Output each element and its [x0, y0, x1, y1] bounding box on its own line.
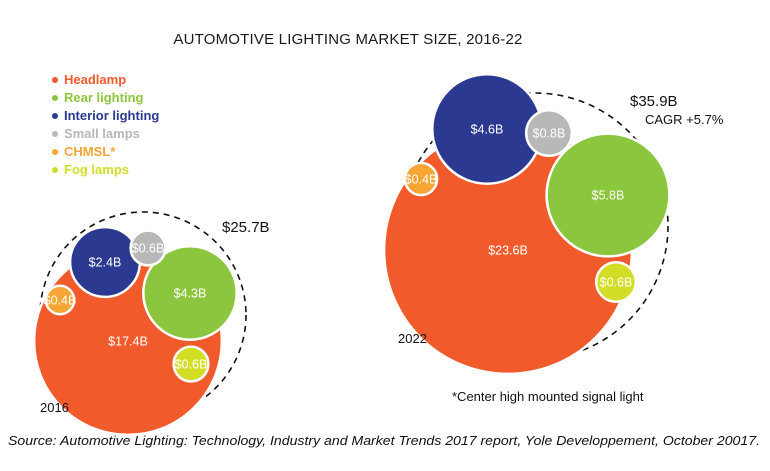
legend-marker-interior-lighting: [52, 113, 58, 119]
value-label-chmsl-2016: $0.4B: [44, 294, 77, 308]
source-note: Source: Automotive Lighting: Technology,…: [8, 434, 760, 448]
year-label-2022: 2022: [398, 331, 427, 346]
bubble-fog-lamps-2022: [594, 260, 638, 304]
value-label-rear-lighting-2022: $5.8B: [592, 189, 625, 203]
legend-marker-headlamp: [52, 77, 58, 83]
bubble-group-2022: $23.6B $5.8B $4.6B $0.8B $0.4B $0.6B $35.9B C…: [382, 73, 724, 376]
legend-label-interior-lighting: Interior lighting: [64, 108, 159, 123]
value-label-small-lamps-2016: $0.6B: [132, 242, 165, 256]
total-label-2022: $35.9B: [630, 93, 678, 110]
value-label-rear-lighting-2016: $4.3B: [174, 287, 207, 301]
legend-marker-fog-lamps: [52, 167, 58, 173]
value-label-headlamp-2022: $23.6B: [488, 244, 528, 258]
value-label-chmsl-2022: $0.4B: [405, 173, 438, 187]
bubbles-2016: $17.4B $4.3B $2.4B $0.6B $0.4B $0.6B: [32, 225, 238, 437]
legend-label-chmsl: CHMSL*: [64, 144, 116, 159]
bubbles-2022: $23.6B $5.8B $4.6B $0.8B $0.4B $0.6B: [382, 73, 671, 376]
legend: Headlamp Rear lighting Interior lighting Sm…: [52, 72, 159, 177]
cagr-label-2022: CAGR +5.7%: [645, 112, 724, 127]
legend-label-fog-lamps: Fog lamps: [64, 162, 129, 177]
bubble-rear-lighting-2022: [545, 132, 671, 258]
chart-title: AUTOMOTIVE LIGHTING MARKET SIZE, 2016-22: [173, 31, 522, 48]
total-label-2016: $25.7B: [222, 219, 270, 236]
legend-marker-chmsl: [52, 149, 58, 155]
bubble-chmsl-2016: [44, 284, 76, 316]
footnote: *Center high mounted signal light: [452, 389, 644, 404]
value-label-interior-lighting-2016: $2.4B: [89, 256, 122, 270]
legend-label-rear-lighting: Rear lighting: [64, 90, 144, 105]
bubble-chmsl-2022: [403, 161, 439, 197]
value-label-headlamp-2016: $17.4B: [108, 335, 148, 349]
year-label-2016: 2016: [40, 400, 69, 415]
legend-label-small-lamps: Small lamps: [64, 126, 140, 141]
value-label-small-lamps-2022: $0.8B: [533, 127, 566, 141]
value-label-fog-lamps-2016: $0.6B: [175, 358, 208, 372]
legend-marker-rear-lighting: [52, 95, 58, 101]
bubble-small-lamps-2022: [524, 108, 574, 158]
value-label-fog-lamps-2022: $0.6B: [600, 276, 633, 290]
total-boundary-2022: [401, 92, 669, 360]
value-label-interior-lighting-2022: $4.6B: [471, 123, 504, 137]
legend-label-headlamp: Headlamp: [64, 72, 126, 87]
bubble-fog-lamps-2016: [172, 345, 210, 383]
bubble-rear-lighting-2016: [142, 245, 238, 341]
legend-marker-small-lamps: [52, 131, 58, 137]
bubble-small-lamps-2016: [129, 229, 167, 267]
bubble-group-2016: $17.4B $4.3B $2.4B $0.6B $0.4B $0.6B $25.7B 2…: [32, 211, 270, 437]
